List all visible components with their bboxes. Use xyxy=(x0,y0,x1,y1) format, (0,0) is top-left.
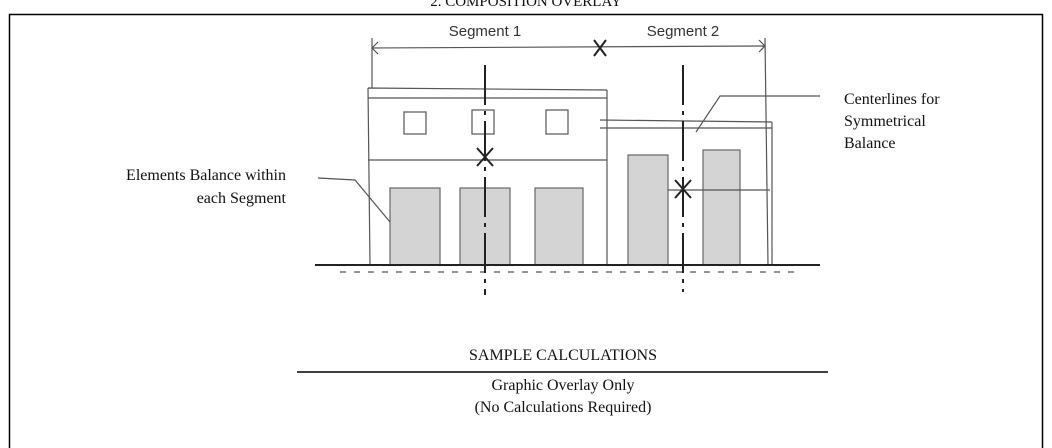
title: 2. COMPOSITION OVERLAY xyxy=(430,0,622,10)
callout-line: Symmetrical xyxy=(844,113,926,130)
footer-line: (No Calculations Required) xyxy=(475,399,652,416)
footer-heading: SAMPLE CALCULATIONS xyxy=(469,347,657,364)
callout-line: Balance xyxy=(844,135,896,152)
sketch xyxy=(315,37,820,295)
callout-line: Centerlines for xyxy=(844,91,940,108)
footer-line: Graphic Overlay Only xyxy=(491,377,634,394)
segment-label: Segment 2 xyxy=(647,23,720,40)
callout-line: Elements Balance within xyxy=(126,167,286,184)
segment-label: Segment 1 xyxy=(449,23,522,40)
callout-line: each Segment xyxy=(197,190,287,207)
frame xyxy=(8,13,1044,448)
